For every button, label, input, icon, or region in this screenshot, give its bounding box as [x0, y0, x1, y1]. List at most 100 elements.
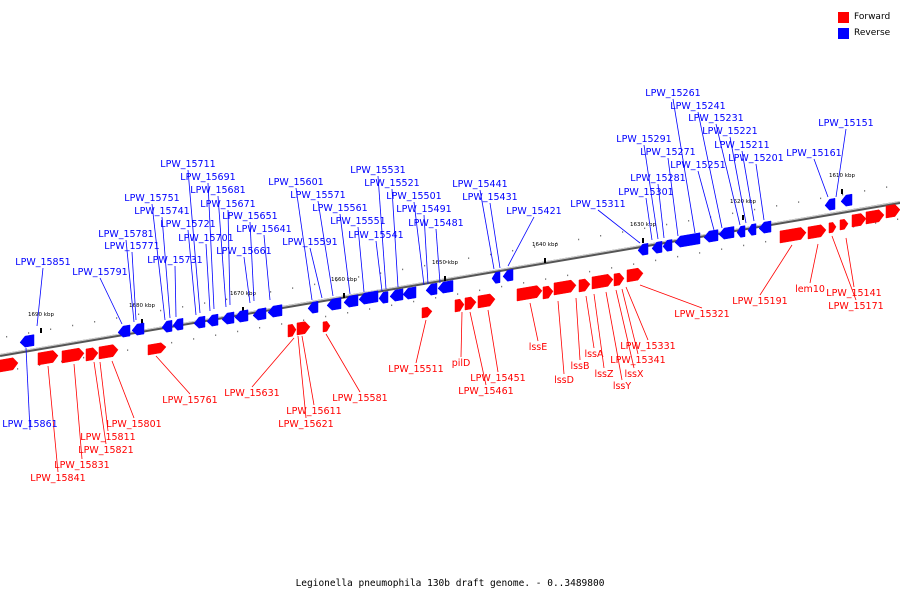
- reverse-gene-arrow: [662, 239, 673, 252]
- leader-line: [741, 150, 755, 222]
- forward-gene-arrow: [779, 227, 807, 244]
- minor-tick: [303, 319, 305, 321]
- leader-line: [657, 183, 665, 239]
- reverse-gene-arrow: [747, 223, 757, 236]
- leader-line: [469, 311, 487, 386]
- gene-label: LPW_15571: [290, 190, 345, 201]
- gene-label: LPW_15551: [330, 216, 385, 227]
- minor-tick: [545, 278, 547, 280]
- gene-label: LPW_15841: [30, 473, 85, 484]
- reverse-gene-arrow: [491, 271, 501, 284]
- reverse-gene-arrow: [221, 311, 235, 325]
- gene-label: LPW_15221: [702, 126, 757, 137]
- minor-tick: [798, 201, 800, 203]
- reverse-gene-arrow: [651, 241, 663, 254]
- kbp-tick-mark: [742, 215, 744, 220]
- gene-label: LPW_15241: [670, 101, 725, 112]
- minor-tick: [622, 231, 624, 233]
- gene-label: LPW_15741: [134, 206, 189, 217]
- leader-line: [227, 209, 231, 306]
- minor-tick: [468, 257, 470, 259]
- leader-line: [413, 201, 425, 286]
- leader-line: [99, 277, 123, 325]
- minor-tick: [248, 294, 250, 297]
- leader-line: [625, 286, 649, 341]
- kbp-tick-label: 1630 kbp: [630, 222, 656, 228]
- leader-line: [597, 209, 641, 244]
- minor-tick: [578, 238, 580, 241]
- leader-line: [415, 319, 427, 364]
- minor-tick: [171, 341, 173, 344]
- gene-label: LPW_15511: [388, 364, 443, 375]
- kbp-tick-mark: [343, 293, 345, 298]
- forward-gene-arrow: [98, 344, 119, 360]
- minor-tick: [61, 360, 63, 363]
- gene-label: LPW_15491: [396, 204, 451, 215]
- reverse-swatch: [838, 27, 849, 39]
- kbp-tick-label: 1640 kbp: [532, 242, 558, 248]
- gene-label: LPW_15601: [268, 177, 323, 188]
- gene-label: LPW_15201: [728, 153, 783, 164]
- minor-tick: [402, 268, 404, 271]
- reverse-gene-arrow: [840, 193, 853, 207]
- minor-tick: [688, 220, 690, 222]
- minor-tick: [611, 267, 613, 269]
- legend-forward: Forward: [838, 9, 890, 25]
- gene-label: LPW_15171: [828, 301, 883, 312]
- gene-label: LPW_15811: [80, 432, 135, 443]
- leader-line: [249, 221, 255, 302]
- minor-tick: [116, 317, 118, 319]
- minor-tick: [589, 270, 591, 273]
- reverse-gene-arrow: [326, 297, 342, 311]
- leader-line: [377, 175, 387, 290]
- reverse-gene-arrow: [172, 318, 184, 331]
- leader-line: [557, 300, 565, 375]
- gene-label: LPW_15211: [714, 140, 769, 151]
- gene-label: LPW_15301: [618, 187, 673, 198]
- minor-tick: [292, 287, 294, 289]
- minor-tick: [39, 364, 41, 366]
- minor-tick: [28, 332, 30, 334]
- gene-label: lssA: [584, 349, 604, 360]
- forward-gene-arrow: [613, 272, 625, 287]
- leader-line: [207, 182, 215, 310]
- minor-tick: [523, 282, 525, 284]
- gene-label: pilD: [452, 358, 471, 369]
- gene-label: lssB: [570, 361, 589, 372]
- minor-tick: [369, 308, 371, 310]
- minor-tick: [325, 315, 327, 318]
- gene-label: LPW_15541: [348, 230, 403, 241]
- minor-tick: [842, 193, 844, 196]
- reverse-gene-arrow: [343, 294, 359, 308]
- leader-line: [845, 237, 855, 288]
- gene-label: LPW_15521: [364, 178, 419, 189]
- minor-tick: [743, 244, 745, 247]
- forward-gene-arrow: [322, 321, 331, 333]
- minor-tick: [193, 338, 195, 340]
- forward-gene-arrow: [865, 209, 885, 225]
- reverse-gene-arrow: [736, 225, 746, 238]
- kbp-tick-mark: [841, 189, 843, 194]
- minor-tick: [380, 272, 382, 274]
- leader-line: [99, 361, 109, 432]
- minor-tick: [17, 368, 19, 370]
- gene-label: LPW_15701: [178, 233, 233, 244]
- minor-tick: [490, 253, 492, 256]
- gene-label: LPW_15801: [106, 419, 161, 430]
- forward-swatch: [838, 11, 849, 23]
- genome-caption: Legionella pneumophila 130b draft genome…: [295, 578, 605, 589]
- kbp-tick-mark: [642, 238, 644, 243]
- minor-tick: [512, 249, 514, 252]
- forward-gene-arrow: [542, 285, 554, 300]
- forward-gene-arrow: [839, 218, 849, 231]
- reverse-gene-arrow: [502, 269, 514, 282]
- gene-label: lssY: [613, 381, 632, 392]
- minor-tick: [358, 276, 360, 278]
- kbp-tick-label: 1620 kbp: [730, 199, 756, 205]
- legend-reverse-label: Reverse: [854, 28, 891, 38]
- minor-tick: [391, 304, 393, 307]
- leader-line: [672, 98, 696, 234]
- gene-label: LPW_15231: [688, 113, 743, 124]
- forward-gene-arrow: [828, 222, 837, 234]
- minor-tick: [237, 330, 239, 333]
